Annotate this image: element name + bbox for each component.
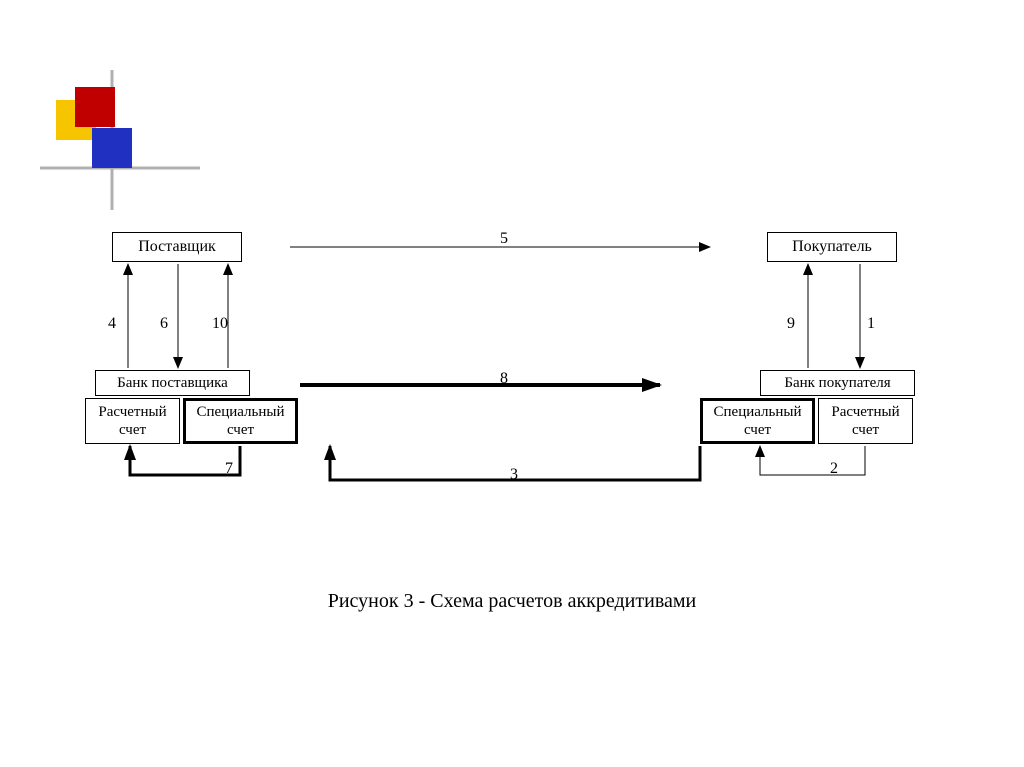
node-supplier-bank: Банк поставщика	[95, 370, 250, 396]
node-label: Банк покупателя	[784, 374, 890, 392]
arrow-label-8: 8	[500, 370, 508, 388]
node-buyer-settlement: Расчетный счет	[818, 398, 913, 444]
node-label: Банк поставщика	[117, 374, 228, 392]
node-label: Покупатель	[792, 237, 872, 256]
arrow-label-10: 10	[212, 315, 228, 333]
node-buyer: Покупатель	[767, 232, 897, 262]
caption-text: Рисунок 3 - Схема расчетов аккредитивами	[328, 590, 697, 612]
arrow-label-2: 2	[830, 460, 838, 478]
node-label: Специальный счет	[703, 403, 812, 439]
node-label: Поставщик	[138, 237, 216, 256]
arrow-7	[130, 446, 240, 475]
arrow-label-4: 4	[108, 315, 116, 333]
node-buyer-special: Специальный счет	[700, 398, 815, 444]
node-label: Специальный счет	[186, 403, 295, 439]
node-supplier: Поставщик	[112, 232, 242, 262]
node-supplier-special: Специальный счет	[183, 398, 298, 444]
arrow-label-3: 3	[510, 466, 518, 484]
node-supplier-settlement: Расчетный счет	[85, 398, 180, 444]
arrow-label-9: 9	[787, 315, 795, 333]
slide-logo	[40, 70, 200, 210]
figure-caption: Рисунок 3 - Схема расчетов аккредитивами	[0, 590, 1024, 613]
arrow-label-6: 6	[160, 315, 168, 333]
arrows-group	[128, 247, 865, 480]
arrow-label-1: 1	[867, 315, 875, 333]
node-label: Расчетный счет	[819, 403, 912, 439]
arrow-2	[760, 446, 865, 475]
arrow-label-7: 7	[225, 460, 233, 478]
arrow-label-5: 5	[500, 230, 508, 248]
node-label: Расчетный счет	[86, 403, 179, 439]
node-buyer-bank: Банк покупателя	[760, 370, 915, 396]
